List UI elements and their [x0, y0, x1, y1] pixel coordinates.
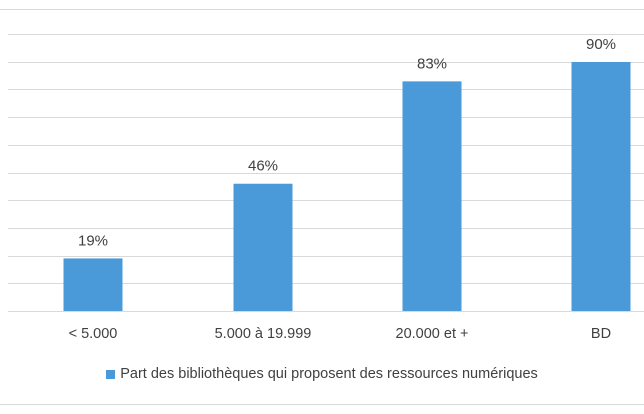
data-label: 83%	[417, 55, 447, 72]
legend-label: Part des bibliothèques qui proposent des…	[120, 366, 538, 382]
bar	[63, 258, 123, 311]
x-tick-label: BD	[591, 326, 611, 342]
data-label: 19%	[78, 232, 108, 249]
data-labels: 19% 46% 83% 90%	[78, 36, 616, 249]
data-label: 46%	[248, 158, 278, 175]
x-tick-label: 5.000 à 19.999	[215, 326, 312, 342]
x-tick-labels: < 5.000 5.000 à 19.999 20.000 et + BD	[69, 326, 611, 342]
bar	[402, 81, 462, 311]
legend: Part des bibliothèques qui proposent des…	[0, 362, 644, 386]
x-tick-label: < 5.000	[69, 326, 118, 342]
bar	[233, 183, 293, 311]
legend-swatch	[106, 369, 116, 379]
data-label: 90%	[586, 36, 616, 53]
bar	[571, 62, 631, 311]
bars	[63, 62, 631, 311]
gridlines	[0, 9, 644, 405]
x-tick-label: 20.000 et +	[396, 326, 469, 342]
